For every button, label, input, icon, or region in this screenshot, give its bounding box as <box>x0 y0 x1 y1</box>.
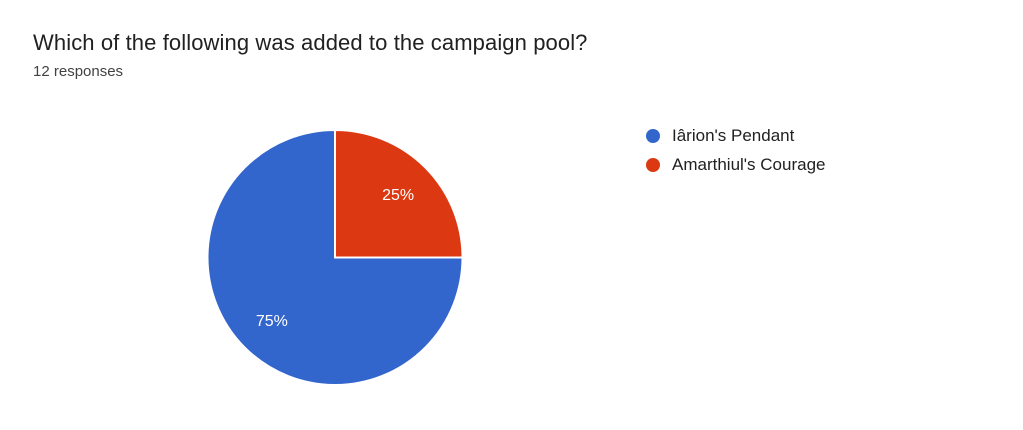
slice-percent-label: 25% <box>382 187 414 204</box>
legend-swatch-icon <box>646 129 660 143</box>
legend-item: Iârion's Pendant <box>646 124 825 148</box>
slice-percent-label: 75% <box>256 313 288 330</box>
legend-label: Amarthiul's Courage <box>672 155 826 174</box>
pie-slice[interactable] <box>206 129 464 386</box>
legend-swatch-icon <box>646 158 660 172</box>
question-title: Which of the following was added to the … <box>33 30 588 55</box>
chart-legend: Iârion's Pendant Amarthiul's Courage <box>646 124 825 177</box>
pie-slice[interactable] <box>334 129 464 259</box>
legend-label: Iârion's Pendant <box>672 126 795 145</box>
responses-count: 12 responses <box>33 63 124 80</box>
legend-item: Amarthiul's Courage <box>646 153 825 177</box>
